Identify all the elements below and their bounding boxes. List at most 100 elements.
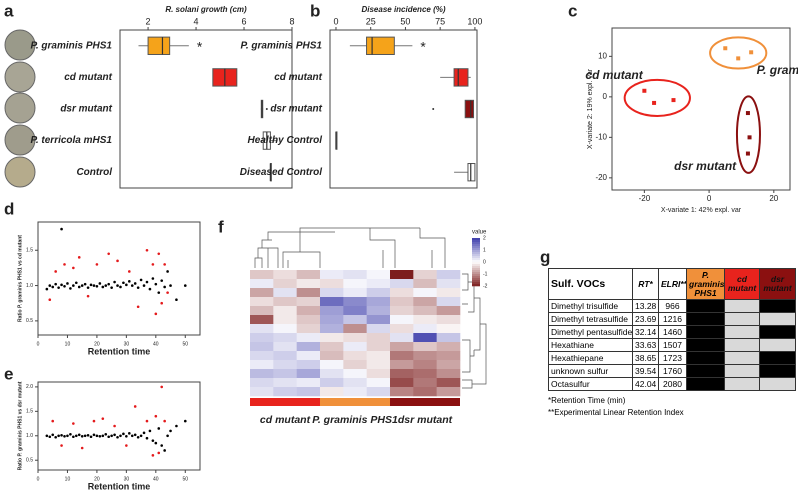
point bbox=[72, 435, 75, 439]
legend-tick-label: 0 bbox=[483, 259, 486, 265]
point bbox=[166, 291, 169, 294]
point bbox=[86, 433, 90, 437]
dish bbox=[4, 29, 36, 61]
heat-cell bbox=[296, 351, 321, 361]
heat-cell bbox=[273, 378, 297, 388]
table-cell: 1760 bbox=[658, 364, 687, 378]
point bbox=[80, 434, 84, 438]
heat-cell bbox=[436, 324, 461, 334]
point bbox=[160, 279, 164, 282]
heat-cell bbox=[390, 279, 414, 289]
y-tick-label: 10 bbox=[598, 51, 607, 60]
point bbox=[110, 286, 113, 289]
heat-cell bbox=[296, 360, 321, 370]
table-row: Octasulfur 42.04 2080 bbox=[548, 377, 796, 391]
heat-cell bbox=[343, 315, 367, 325]
table-cell: 42.04 bbox=[632, 377, 659, 391]
heat-cell bbox=[343, 270, 367, 280]
point bbox=[113, 424, 116, 428]
heat-cell bbox=[343, 387, 367, 397]
heat-cell bbox=[366, 342, 391, 352]
heat-cell bbox=[273, 270, 297, 280]
heat-cell bbox=[436, 387, 461, 397]
table-row: Hexathiepane 38.65 1723 bbox=[548, 351, 796, 365]
plot-frame bbox=[611, 27, 791, 191]
group-label: P. graminis PHS1 bbox=[312, 414, 398, 426]
point bbox=[72, 284, 75, 287]
heat-cell bbox=[390, 306, 414, 316]
x-axis-label: Retention time bbox=[88, 346, 151, 356]
point bbox=[72, 266, 75, 270]
table-cell: Octasulfur bbox=[548, 377, 633, 391]
table-cell: 23.69 bbox=[632, 312, 659, 326]
presence-cell bbox=[724, 312, 760, 326]
point bbox=[145, 248, 149, 252]
x-axis-label: Retention time bbox=[88, 481, 151, 491]
x-tick-label: 100 bbox=[467, 16, 482, 26]
axis-title: R. solani growth (cm) bbox=[165, 5, 247, 14]
heat-cell bbox=[436, 369, 461, 379]
heat-cell bbox=[296, 270, 321, 280]
panel-label: g bbox=[540, 247, 550, 266]
table-cell: 1460 bbox=[658, 325, 687, 339]
point bbox=[139, 434, 143, 438]
point bbox=[95, 284, 99, 288]
category-label: Healthy Control bbox=[248, 135, 323, 146]
heat-cell bbox=[273, 333, 297, 343]
x-tick-label: 10 bbox=[65, 341, 71, 347]
heat-cell bbox=[343, 333, 367, 343]
point bbox=[125, 444, 128, 447]
legend-swatch bbox=[472, 274, 480, 277]
table-row: Hexathiane 33.63 1507 bbox=[548, 338, 796, 352]
heat-cell bbox=[320, 333, 344, 343]
point bbox=[160, 444, 164, 447]
point bbox=[116, 435, 119, 439]
point bbox=[60, 444, 63, 447]
heat-cell bbox=[413, 342, 437, 352]
point bbox=[151, 439, 155, 442]
point bbox=[63, 284, 66, 288]
heat-cell bbox=[296, 387, 321, 397]
heat-cell bbox=[366, 315, 391, 325]
point bbox=[113, 280, 116, 284]
point bbox=[86, 294, 90, 298]
category-label: dsr mutant bbox=[270, 104, 322, 115]
point bbox=[51, 433, 55, 437]
point bbox=[169, 429, 172, 433]
presence-cell bbox=[724, 351, 760, 365]
heat-cell bbox=[296, 342, 321, 352]
legend-swatch bbox=[472, 238, 480, 241]
legend-swatch bbox=[472, 270, 480, 273]
point bbox=[747, 135, 752, 140]
point bbox=[175, 424, 178, 428]
heat-cell bbox=[413, 378, 437, 388]
plot-frame bbox=[37, 381, 201, 471]
point bbox=[92, 284, 96, 287]
point bbox=[652, 100, 657, 105]
presence-cell bbox=[724, 377, 760, 391]
point bbox=[133, 282, 137, 285]
heat-cell bbox=[250, 270, 274, 280]
x-tick-label: 6 bbox=[242, 16, 247, 26]
box bbox=[467, 163, 476, 182]
box bbox=[453, 68, 469, 87]
group-label: cd mutant bbox=[260, 414, 311, 426]
table-row: Dimethyl pentasulfide 32.14 1460 bbox=[548, 325, 796, 339]
heat-cell bbox=[436, 270, 461, 280]
heat-cell bbox=[320, 351, 344, 361]
point bbox=[160, 301, 164, 305]
table-cell: Dimethyl tetrasulfide bbox=[548, 312, 633, 326]
heat-cell bbox=[413, 333, 437, 343]
point bbox=[83, 282, 87, 286]
footnote: *Retention Time (min) bbox=[548, 396, 626, 405]
heat-cell bbox=[413, 324, 437, 334]
panel-label: a bbox=[4, 1, 14, 20]
x-tick-label: -20 bbox=[639, 194, 651, 203]
heat-cell bbox=[366, 297, 391, 307]
heat-cell bbox=[343, 324, 367, 334]
point bbox=[80, 446, 84, 450]
heat-cell bbox=[343, 288, 367, 298]
dish bbox=[4, 92, 36, 124]
x-tick-label: 0 bbox=[37, 341, 40, 347]
